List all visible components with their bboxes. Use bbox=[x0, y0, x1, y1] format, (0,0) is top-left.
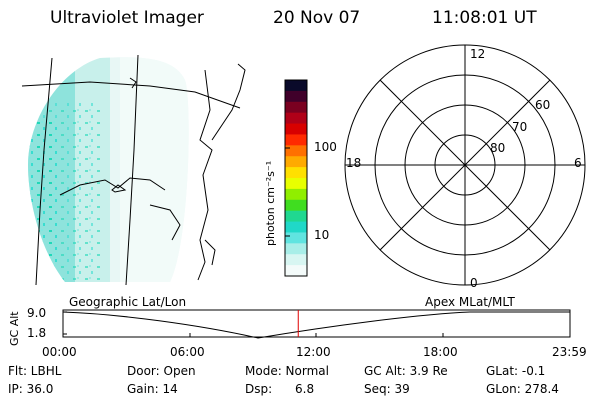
x-tick-1200: 12:00 bbox=[296, 345, 331, 359]
colorbar-swatch bbox=[285, 123, 307, 135]
colorbar-swatch bbox=[285, 199, 307, 212]
y-tick-1-8: 1.8 bbox=[27, 326, 47, 340]
colorbar-swatch bbox=[285, 254, 307, 266]
info-flt: Flt: LBHL bbox=[8, 364, 62, 378]
colorbar-swatch bbox=[285, 145, 307, 157]
timeline-left-label: Geographic Lat/Lon bbox=[69, 295, 187, 309]
colorbar-swatch bbox=[285, 112, 307, 125]
uv-image-map bbox=[21, 54, 246, 286]
info-seq: Seq: 39 bbox=[364, 382, 410, 396]
colorbar-tick-100: 100 bbox=[314, 140, 337, 154]
instrument-title: Ultraviolet Imager bbox=[50, 8, 204, 28]
colorbar-frame bbox=[284, 79, 308, 277]
colorbar-swatch bbox=[285, 188, 307, 201]
colorbar-swatch bbox=[285, 90, 307, 103]
info-dsp: Dsp: 6.8 bbox=[245, 382, 315, 396]
colorbar-swatch bbox=[285, 101, 307, 114]
time-label: 11:08:01 UT bbox=[432, 8, 537, 28]
info-glat: GLat: -0.1 bbox=[486, 364, 546, 378]
colorbar-swatch bbox=[285, 178, 307, 190]
x-tick-0000: 00:00 bbox=[42, 345, 77, 359]
colorbar-swatch bbox=[285, 156, 307, 168]
colorbar-swatch bbox=[285, 265, 307, 277]
polar-diagonal-2 bbox=[379, 79, 551, 251]
lat-label-60: 60 bbox=[535, 98, 551, 112]
info-glon: GLon: 278.4 bbox=[486, 382, 559, 396]
info-ip: IP: 36.0 bbox=[8, 382, 54, 396]
altitude-curve bbox=[62, 311, 570, 339]
timeline-plot bbox=[62, 309, 571, 339]
timeline-axis-title: GC Alt bbox=[8, 311, 21, 346]
mlt-label-6: 6 bbox=[574, 156, 582, 170]
mlt-label-12: 12 bbox=[470, 47, 486, 61]
colorbar-swatch bbox=[285, 210, 307, 223]
colorbar-swatch bbox=[285, 221, 307, 233]
x-tick-0600: 06:00 bbox=[170, 345, 205, 359]
colorbar-swatch bbox=[285, 243, 307, 255]
lat-label-80: 80 bbox=[490, 141, 506, 155]
colorbar-swatch bbox=[285, 80, 307, 92]
colorbar-swatch bbox=[285, 167, 307, 179]
info-door: Door: Open bbox=[127, 364, 196, 378]
colorbar-swatch bbox=[285, 232, 307, 244]
colorbar-swatch bbox=[285, 134, 307, 146]
info-gc-alt: GC Alt: 3.9 Re bbox=[364, 364, 448, 378]
lat-label-70: 70 bbox=[512, 120, 528, 134]
x-tick-2359: 23:59 bbox=[552, 345, 587, 359]
colorbar bbox=[284, 79, 308, 277]
colorbar-tick-10: 10 bbox=[314, 228, 330, 242]
info-mode: Mode: Normal bbox=[245, 364, 329, 378]
timeline-right-label: Apex MLat/MLT bbox=[425, 295, 515, 309]
info-gain: Gain: 14 bbox=[127, 382, 178, 396]
colorbar-ticks bbox=[285, 147, 290, 237]
x-tick-1800: 18:00 bbox=[423, 345, 458, 359]
polar-plot bbox=[344, 44, 586, 286]
mlt-label-0: 0 bbox=[470, 276, 478, 290]
y-tick-9: 9.0 bbox=[27, 306, 47, 320]
date-label: 20 Nov 07 bbox=[273, 8, 361, 28]
mlt-label-18: 18 bbox=[346, 156, 362, 170]
colorbar-unit-label: photon cm⁻²s⁻¹ bbox=[264, 160, 277, 246]
